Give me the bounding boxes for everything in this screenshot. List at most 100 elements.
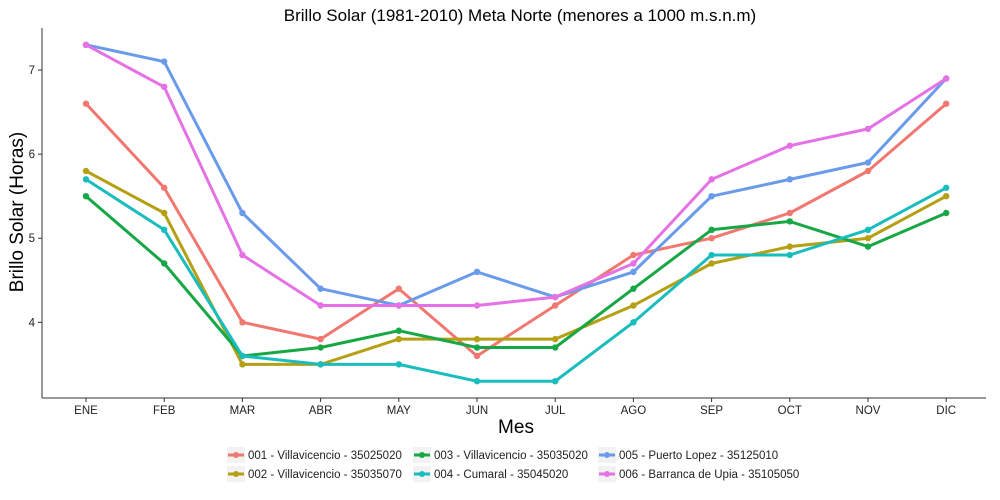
x-tick-label: SEP bbox=[700, 405, 723, 417]
series-4-point bbox=[317, 361, 324, 368]
y-tick-label: 7 bbox=[29, 65, 35, 77]
series-3-point bbox=[395, 327, 402, 334]
series-2-point bbox=[786, 243, 793, 250]
series-6-point bbox=[943, 75, 950, 82]
legend-label: 004 - Cumaral - 35045020 bbox=[434, 469, 568, 481]
x-tick-label: MAR bbox=[230, 405, 256, 417]
series-2-point bbox=[943, 192, 950, 200]
series-3-point bbox=[552, 344, 559, 351]
x-tick-label: ABR bbox=[309, 405, 333, 417]
legend-label: 002 - Villavicencio - 35035070 bbox=[248, 469, 402, 481]
series-2-point bbox=[630, 302, 637, 309]
y-tick-label: 5 bbox=[29, 233, 35, 245]
series-1-point bbox=[786, 209, 793, 217]
series-2-point bbox=[395, 335, 402, 343]
y-axis-title: Brillo Solar (Horas) bbox=[7, 132, 28, 292]
series-6-point bbox=[395, 302, 402, 309]
series-4-point bbox=[473, 377, 481, 385]
series-5-point bbox=[786, 176, 793, 183]
series-6-point bbox=[239, 251, 246, 259]
series-2-point bbox=[708, 260, 715, 267]
series-3-point bbox=[943, 209, 950, 217]
series-5-point bbox=[473, 268, 481, 276]
series-4-point bbox=[161, 226, 168, 234]
series-1-point bbox=[943, 100, 950, 107]
series-6-point bbox=[864, 125, 872, 133]
series-2-point bbox=[864, 235, 872, 242]
legend-key-point bbox=[233, 471, 239, 477]
series-line-2 bbox=[84, 169, 948, 366]
series-1-point bbox=[395, 285, 402, 292]
y-tick-label: 6 bbox=[29, 149, 35, 161]
series-2-point bbox=[552, 335, 559, 343]
series-6-point bbox=[630, 260, 637, 267]
series-4-point bbox=[239, 352, 246, 360]
series-5-point bbox=[630, 268, 637, 276]
series-1-point bbox=[552, 302, 559, 309]
series-1-point bbox=[82, 100, 90, 107]
x-tick-label: OCT bbox=[778, 405, 802, 417]
series-5-point bbox=[161, 58, 168, 65]
series-6-point bbox=[708, 176, 715, 183]
series-3-point bbox=[317, 344, 324, 351]
legend-label: 005 - Puerto Lopez - 35125010 bbox=[619, 450, 778, 462]
legend-label: 006 - Barranca de Upia - 35105050 bbox=[619, 469, 799, 481]
series-4-point bbox=[943, 184, 950, 191]
series-3-point bbox=[786, 218, 793, 225]
x-tick-label: ENE bbox=[74, 405, 98, 417]
x-tick-label: FEB bbox=[153, 405, 176, 417]
x-tick-label: MAY bbox=[387, 405, 411, 417]
series-3-point bbox=[708, 226, 715, 234]
legend-label: 001 - Villavicencio - 35025020 bbox=[248, 450, 402, 462]
series-1-point bbox=[317, 335, 324, 343]
series-line-6 bbox=[84, 43, 948, 307]
series-3-point bbox=[82, 192, 90, 200]
series-1-point bbox=[630, 251, 637, 259]
series-6-point bbox=[473, 302, 481, 309]
series-3-point bbox=[630, 285, 637, 292]
series-1-point bbox=[473, 352, 481, 360]
legend-key-point bbox=[419, 471, 425, 477]
series-1-point bbox=[239, 319, 246, 326]
series-2-point bbox=[473, 335, 481, 343]
series-5-point bbox=[239, 209, 246, 217]
legend-key-point bbox=[233, 452, 239, 458]
legend-key-point bbox=[419, 452, 425, 458]
series-4-point bbox=[708, 251, 715, 259]
series-5-point bbox=[708, 192, 715, 200]
x-tick-label: AGO bbox=[621, 405, 647, 417]
series-6-point bbox=[317, 302, 324, 309]
series-4-point bbox=[82, 176, 90, 183]
series-4-point bbox=[552, 377, 559, 385]
series-2-point bbox=[239, 361, 246, 368]
series-line-1 bbox=[84, 102, 948, 358]
x-tick-label: NOV bbox=[856, 405, 881, 417]
x-tick-label: JUL bbox=[545, 405, 566, 417]
series-4-point bbox=[786, 251, 793, 259]
series-1-point bbox=[864, 167, 872, 175]
series-3-point bbox=[864, 243, 872, 250]
series-5-point bbox=[864, 159, 872, 166]
x-tick-label: JUN bbox=[466, 405, 488, 417]
series-2-point bbox=[82, 167, 90, 175]
plot-area: 4 5 6 7 ENE FEB MAR ABR MAY JUN JUL AGO SEP OCT NOV DIC bbox=[29, 28, 986, 417]
legend-key-point bbox=[604, 452, 610, 458]
series-4-point bbox=[864, 226, 872, 234]
y-tick-label: 4 bbox=[29, 317, 36, 329]
series-line-5 bbox=[84, 43, 948, 307]
series-1-point bbox=[161, 184, 168, 191]
chart-title: Brillo Solar (1981-2010) Meta Norte (men… bbox=[284, 6, 756, 25]
legend: 001 - Villavicencio - 35025020 002 - Vill… bbox=[227, 447, 799, 482]
series-4-point bbox=[630, 319, 637, 326]
series-2-point bbox=[161, 209, 168, 217]
series-3-point bbox=[473, 344, 481, 351]
series-6-point bbox=[786, 142, 793, 149]
series-4-point bbox=[395, 361, 402, 368]
series-6-point bbox=[82, 41, 90, 49]
x-axis-title: Mes bbox=[498, 417, 534, 438]
series-3-point bbox=[161, 260, 168, 267]
series-5-point bbox=[317, 285, 324, 292]
series-6-point bbox=[552, 293, 559, 301]
series-1-point bbox=[708, 235, 715, 242]
